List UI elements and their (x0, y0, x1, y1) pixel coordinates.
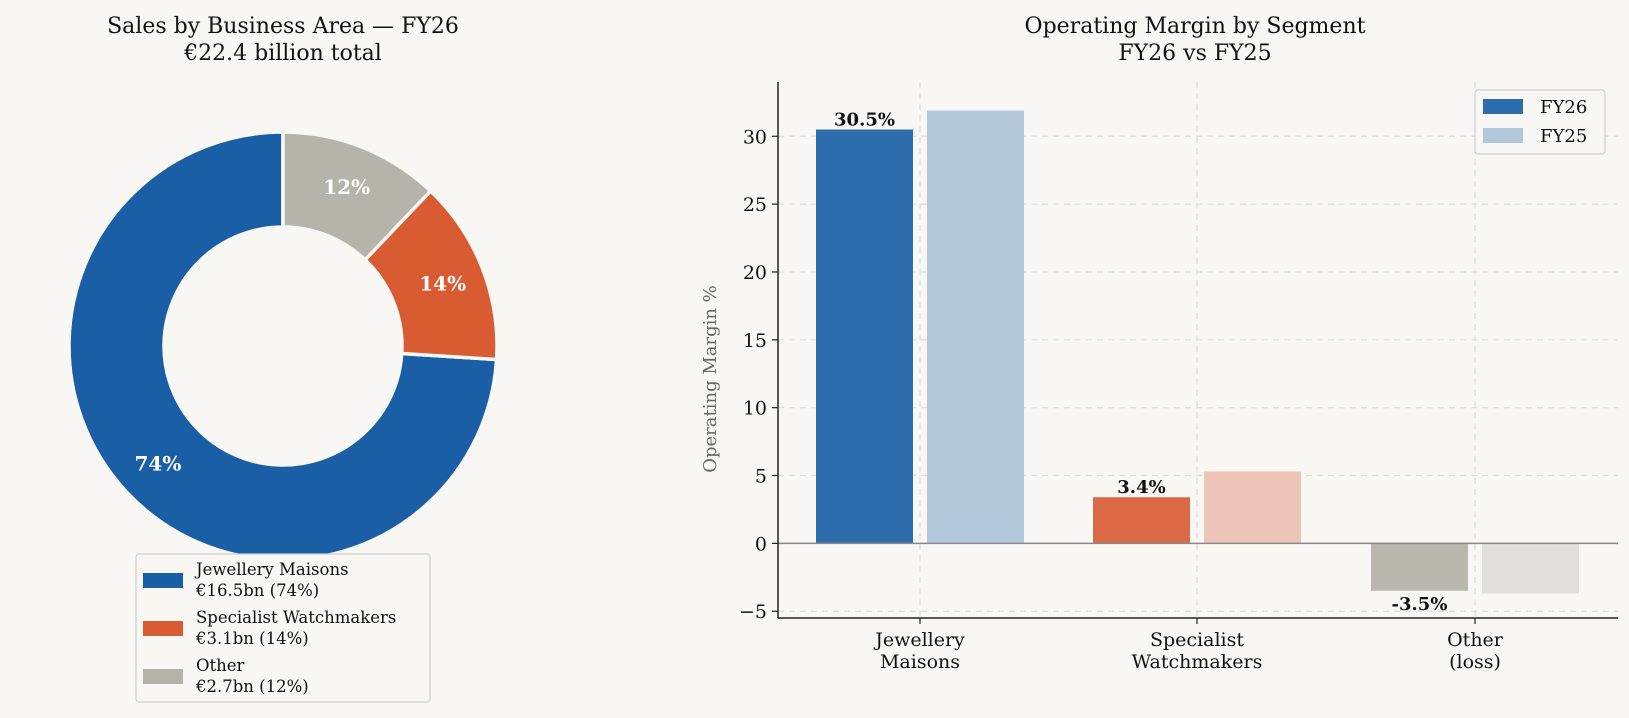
x-tick-label-line2-watchmakers: Watchmakers (1132, 651, 1263, 673)
margin-bar-chart: Operating Margin by Segment FY26 vs FY25… (700, 14, 1618, 673)
bar-fy25-jewellery (927, 110, 1024, 544)
donut-percent-other: 12% (323, 175, 370, 199)
bar-fy25-other (1482, 543, 1579, 594)
donut-title: Sales by Business Area — FY26 (107, 14, 459, 39)
donut-legend-frame (135, 553, 431, 703)
bar-value-label-jewellery: 30.5% (834, 109, 895, 130)
legend-swatch-jewellery (143, 573, 183, 588)
bar-marks (816, 110, 1579, 594)
bar-fy26-jewellery (816, 129, 913, 544)
legend-label-jewellery: Jewellery Maisons (194, 560, 349, 579)
bar-fy26-watchmakers (1093, 497, 1190, 544)
donut-subtitle: €22.4 billion total (183, 41, 382, 66)
bar-fy25-watchmakers (1204, 471, 1301, 544)
donut-slices (67, 130, 499, 562)
donut-slice-jewellery (67, 130, 499, 562)
y-tick-label: −5 (739, 601, 767, 623)
y-tick-labels: −5 0 5 10 15 20 25 30 (739, 126, 767, 623)
donut-slice-other (281, 130, 434, 263)
y-tick-label: 30 (743, 126, 767, 148)
y-tick-label: 0 (755, 533, 767, 555)
donut-percent-jewellery: 74% (135, 451, 182, 475)
bar-value-label-watchmakers: 3.4% (1117, 477, 1165, 498)
legend-swatch-fy25 (1483, 128, 1523, 143)
x-tick-label-watchmakers: Specialist (1150, 629, 1244, 651)
bar-legend: FY26 FY25 (1474, 89, 1606, 155)
legend-label-fy25: FY25 (1540, 126, 1587, 147)
legend-value-other: €2.7bn (12%) (195, 677, 309, 696)
bar-axes (772, 82, 1618, 624)
donut-percent-watchmakers: 14% (419, 271, 466, 295)
y-tick-label: 25 (743, 194, 767, 216)
legend-label-fy26: FY26 (1540, 97, 1587, 118)
bar-value-label-other: -3.5% (1392, 594, 1448, 615)
legend-swatch-watchmakers (143, 621, 183, 636)
x-tick-label-jewellery: Jewellery (873, 629, 965, 651)
sales-donut-chart: Sales by Business Area — FY26 €22.4 bill… (67, 14, 499, 703)
x-tick-label-line2-other: (loss) (1449, 651, 1501, 673)
donut-percent-labels: 74% 14% 12% (135, 175, 467, 476)
legend-label-other: Other (196, 656, 245, 675)
bar-subtitle: FY26 vs FY25 (1118, 41, 1271, 66)
y-axis-label: Operating Margin % (700, 285, 721, 473)
legend-label-watchmakers: Specialist Watchmakers (196, 608, 396, 627)
y-tick-label: 5 (755, 466, 767, 488)
y-tick-label: 20 (743, 262, 767, 284)
bar-value-labels: 30.5% 3.4% -3.5% (834, 109, 1447, 614)
legend-value-watchmakers: €3.1bn (14%) (195, 629, 309, 648)
x-tick-label-line2-jewellery: Maisons (880, 651, 960, 673)
bar-fy26-other (1371, 543, 1468, 591)
legend-swatch-fy26 (1483, 99, 1523, 114)
legend-value-jewellery: €16.5bn (74%) (195, 581, 319, 600)
bar-title: Operating Margin by Segment (1025, 14, 1366, 39)
y-tick-label: 10 (743, 398, 767, 420)
donut-legend: Jewellery Maisons €16.5bn (74%) Speciali… (135, 553, 431, 703)
legend-swatch-other (143, 669, 183, 684)
y-tick-label: 15 (743, 330, 767, 352)
x-tick-label-other: Other (1447, 629, 1504, 651)
